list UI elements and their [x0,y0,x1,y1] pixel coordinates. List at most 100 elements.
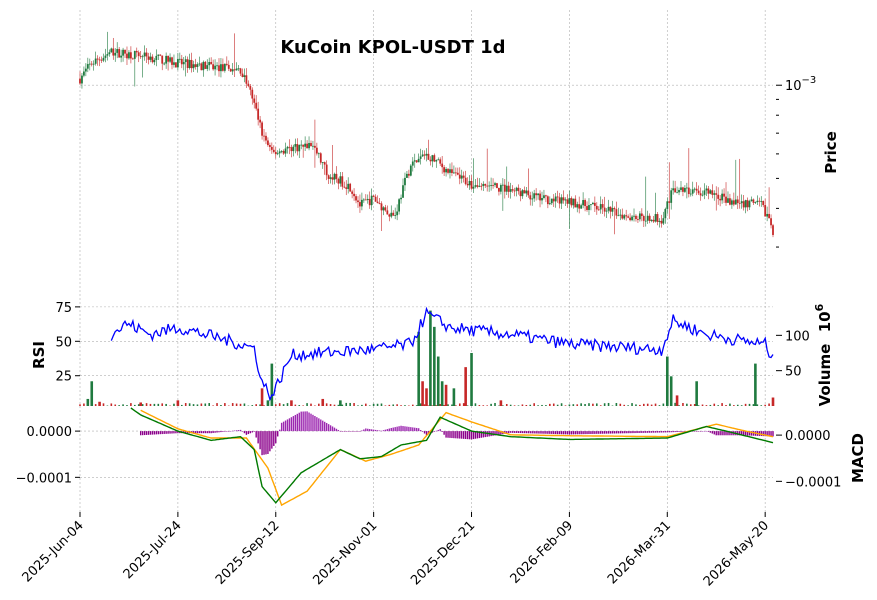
macd-histogram-bar [259,431,261,450]
candle-body [490,185,493,186]
macd-histogram-bar [441,431,443,432]
volume-bar [231,403,234,406]
candle-body [766,213,769,217]
candle-body [503,184,506,192]
volume-bar [682,403,684,406]
candle-body [537,193,539,196]
candle-body [353,193,355,197]
volume-bar [701,404,704,406]
macd-histogram-bar [521,431,524,434]
volume-bar [529,404,532,406]
macd-histogram-bar [163,431,165,434]
candle-body [456,172,459,175]
candle-body [582,200,585,206]
candle-body [394,215,397,216]
volume-bar [388,404,391,406]
macd-histogram-bar [353,431,355,432]
candle-body [601,204,604,208]
macd-histogram-bar [615,431,618,434]
candle-body [159,54,162,56]
volume-bar [580,403,582,406]
macd-histogram-bar [159,431,161,435]
macd-histogram-bar [537,431,539,434]
macd-histogram-bar [402,426,404,432]
candle-body [727,198,729,203]
volume-bar [400,405,402,406]
candle-body [253,98,256,103]
volume-bar [180,404,183,406]
volume-bar [560,403,563,406]
volume-bar [435,405,438,406]
candle-body [143,52,146,57]
candle-body [286,146,289,149]
candle-body [267,140,269,146]
macd-histogram-bar [564,431,567,435]
candle-body [443,167,446,173]
candle-body [196,64,199,67]
volume-bar [646,403,649,406]
macd-histogram-bar [580,431,582,435]
macd-histogram-bar [543,431,545,434]
candle-body [153,60,156,63]
macd-histogram-bar [637,431,639,433]
macd-histogram-bar [386,429,389,432]
volume-bar [478,405,481,406]
volume-bar [321,398,325,406]
macd-histogram-bar [750,431,753,436]
volume-bar [79,404,81,406]
candle-body [329,177,332,179]
candle-body [693,188,696,190]
candle-body [175,62,177,68]
candle-body [449,169,451,173]
volume-bar [126,405,128,406]
volume-bar [429,310,432,406]
macd-histogram-bar [656,431,659,433]
candle-body [541,198,543,201]
candle-body [666,201,669,209]
macd-histogram-bar [443,431,445,435]
volume-bar [98,401,101,406]
candle-body [439,159,442,164]
candle-body [276,153,279,155]
macd-histogram-bar [388,428,391,432]
volume-bar [599,405,602,406]
macd-histogram-bar [249,431,252,434]
candle-body [360,199,363,207]
macd-histogram-bar [433,431,436,432]
volume-bar [122,404,124,406]
macd-histogram-bar [590,431,592,434]
macd-histogram-bar [237,430,240,432]
volume-bar [525,404,528,406]
macd-histogram-bar [523,431,526,434]
macd-histogram-bar [680,431,682,432]
macd-histogram-bar [594,431,596,434]
candle-body [359,202,361,207]
candle-body [525,190,528,194]
macd-histogram-bar [492,431,494,436]
volume-bar [417,331,420,406]
candle-body [92,63,95,65]
candle-body [167,55,169,62]
macd-histogram-bar [406,426,408,432]
candle-body [515,187,518,191]
macd-histogram-bar [296,413,298,432]
macd-histogram-bar [290,417,293,432]
candle-body [335,173,338,179]
candle-body [717,194,720,199]
macd-histogram-bar [310,413,312,432]
candle-body [460,175,463,179]
candle-body [347,183,350,189]
volume-bar [443,404,445,406]
candle-body [705,188,708,191]
macd-histogram-bar [327,424,330,432]
volume-bar [693,404,696,406]
candle-body [734,199,737,205]
macd-histogram-bar [367,428,369,432]
volume-bar [94,404,97,406]
candle-body [366,198,369,200]
candle-body [151,56,154,63]
macd-histogram-bar [169,431,171,434]
candle-body [249,86,252,90]
macd-line [130,407,774,504]
candle-body [472,186,475,189]
